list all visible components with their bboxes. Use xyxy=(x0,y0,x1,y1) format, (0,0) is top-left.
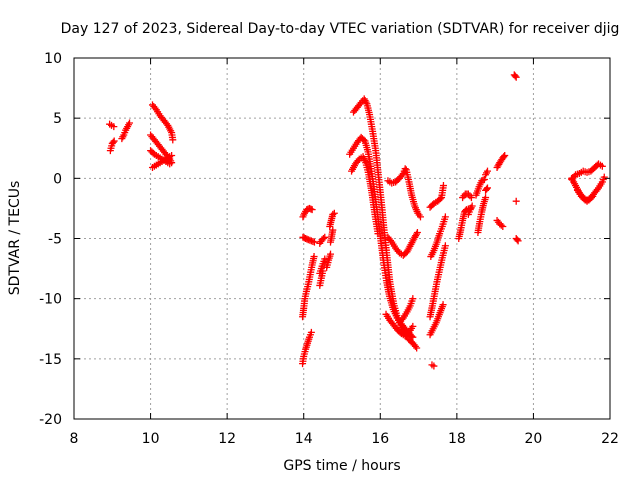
data-point xyxy=(110,123,118,131)
data-point xyxy=(500,153,508,161)
data-point xyxy=(110,137,118,145)
data-point xyxy=(439,301,447,309)
data-point xyxy=(362,98,370,106)
data-point xyxy=(169,136,177,144)
y-tick-label: 5 xyxy=(53,111,62,127)
x-tick-label: 10 xyxy=(142,431,160,447)
data-point xyxy=(307,328,315,336)
data-point xyxy=(483,184,491,192)
data-point xyxy=(321,233,329,241)
x-tick-label: 12 xyxy=(218,431,236,447)
data-point xyxy=(430,362,438,370)
data-point xyxy=(467,194,475,202)
data-point xyxy=(409,322,417,330)
data-point xyxy=(329,226,337,234)
data-point xyxy=(126,119,134,127)
data-point xyxy=(501,151,509,159)
data-point xyxy=(413,230,421,238)
y-tick-label: -20 xyxy=(39,412,62,428)
data-point xyxy=(513,236,521,244)
data-point xyxy=(386,237,394,245)
data-point xyxy=(310,238,318,246)
data-point xyxy=(166,160,174,168)
data-point xyxy=(329,210,337,218)
data-point xyxy=(482,194,490,202)
data-point xyxy=(401,165,409,173)
data-point xyxy=(436,195,444,203)
data-point xyxy=(321,255,329,263)
data-point xyxy=(413,344,421,352)
x-tick-label: 8 xyxy=(70,431,79,447)
data-point xyxy=(480,176,488,184)
chart-title: Day 127 of 2023, Sidereal Day-to-day VTE… xyxy=(61,21,620,37)
data-point xyxy=(483,185,491,193)
x-axis-label: GPS time / hours xyxy=(283,458,400,474)
y-tick-label: -15 xyxy=(39,352,62,368)
data-point xyxy=(499,222,507,230)
data-point xyxy=(580,195,588,203)
data-point xyxy=(439,182,447,190)
data-point xyxy=(497,221,505,229)
data-point xyxy=(598,162,606,170)
data-point xyxy=(319,235,327,242)
data-point xyxy=(308,206,316,214)
data-point xyxy=(416,213,424,221)
data-point xyxy=(408,332,416,340)
x-tick-label: 22 xyxy=(601,431,619,447)
data-point xyxy=(483,167,491,175)
data-point xyxy=(327,250,335,258)
data-point xyxy=(398,316,406,324)
data-point xyxy=(409,295,417,303)
data-point xyxy=(514,237,522,245)
tick-layer: 8 10 12 14 16 18 20 22 -20 -15 -10 -5 0 5 10 xyxy=(39,51,619,447)
x-tick-label: 20 xyxy=(525,431,543,447)
y-tick-label: -10 xyxy=(39,292,62,308)
y-tick-label: 10 xyxy=(44,51,62,67)
data-point xyxy=(411,342,419,350)
data-point xyxy=(413,228,421,236)
data-point xyxy=(330,209,338,217)
data-point xyxy=(512,73,520,81)
data-point xyxy=(512,197,520,205)
y-tick-label: 0 xyxy=(53,171,62,187)
y-axis-label: SDTVAR / TECUs xyxy=(7,181,23,296)
data-point xyxy=(151,104,159,112)
data-point xyxy=(374,230,382,238)
data-point xyxy=(600,173,608,181)
data-points xyxy=(106,71,608,370)
data-point xyxy=(168,151,176,159)
x-tick-label: 16 xyxy=(371,431,389,447)
data-point xyxy=(109,138,117,146)
data-point xyxy=(409,333,417,341)
y-tick-label: -5 xyxy=(48,232,62,248)
x-tick-label: 18 xyxy=(448,431,466,447)
plot-frame xyxy=(73,57,611,420)
data-point xyxy=(593,186,601,194)
x-tick-label: 14 xyxy=(295,431,313,447)
data-point xyxy=(310,253,318,261)
data-point xyxy=(589,192,597,200)
data-point xyxy=(441,242,449,250)
data-point xyxy=(468,202,476,210)
data-point xyxy=(587,194,595,202)
data-point xyxy=(511,72,519,80)
data-point xyxy=(441,213,449,221)
